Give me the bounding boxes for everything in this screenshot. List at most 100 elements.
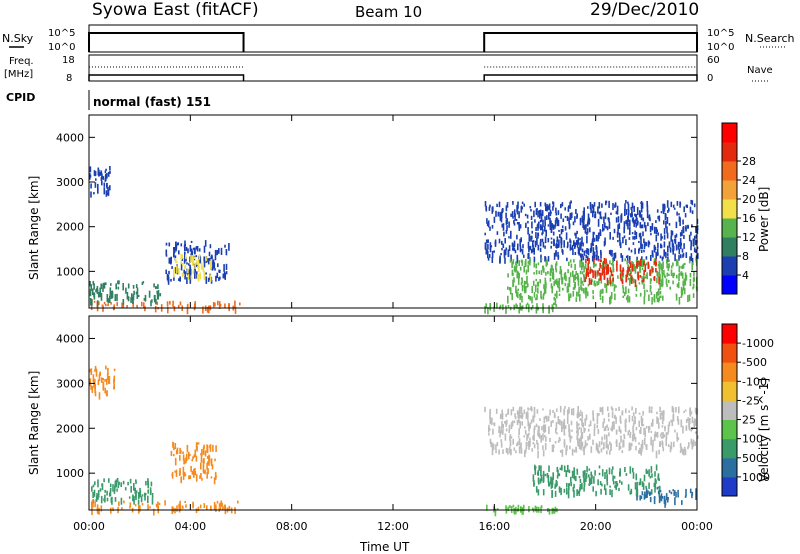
- echo-cell: [527, 241, 530, 249]
- echo-cell: [582, 256, 585, 261]
- echo-cell: [93, 192, 95, 195]
- echo-cell: [566, 215, 569, 221]
- echo-cell: [225, 271, 228, 275]
- echo-cell: [157, 284, 159, 289]
- echo-cell: [695, 410, 698, 415]
- echo-cell: [585, 292, 587, 299]
- echo-cell: [675, 294, 678, 301]
- colorbar-cell: [722, 438, 737, 459]
- echo-cell: [562, 218, 565, 222]
- echo-cell: [564, 226, 567, 231]
- echo-cell: [203, 245, 206, 253]
- echo-cell: [646, 205, 649, 212]
- echo-cell: [631, 232, 634, 235]
- echo-cell: [570, 476, 572, 483]
- colorbar-cell: [722, 180, 737, 200]
- echo-cell: [530, 209, 532, 212]
- echo-cell: [489, 204, 491, 208]
- echo-cell: [581, 215, 584, 223]
- echo-cell: [567, 206, 570, 212]
- echo-cell: [543, 284, 545, 289]
- echo-cell: [183, 269, 185, 274]
- echo-cell: [613, 228, 616, 234]
- echo-cell: [107, 299, 110, 304]
- echo-cell: [109, 170, 111, 174]
- echo-cell: [616, 483, 619, 487]
- echo-cell: [155, 503, 158, 508]
- echo-cell: [196, 246, 199, 252]
- echo-cell: [523, 409, 526, 414]
- echo-cell: [551, 286, 553, 294]
- echo-cell: [580, 441, 583, 449]
- echo-cell: [587, 436, 589, 441]
- echo-cell: [645, 488, 648, 496]
- echo-cell: [593, 237, 596, 242]
- echo-cell: [657, 264, 660, 267]
- echo-cell: [135, 480, 137, 484]
- echo-cell: [521, 285, 524, 292]
- echo-cell: [527, 283, 529, 287]
- echo-cell: [583, 477, 586, 485]
- echo-cell: [627, 294, 629, 303]
- echo-cell: [693, 247, 696, 253]
- echo-cell: [537, 211, 539, 218]
- colorbar-cell: [722, 324, 737, 344]
- echo-cell: [587, 256, 589, 262]
- echo-cell: [581, 412, 583, 416]
- echo-cell: [486, 504, 488, 511]
- echo-cell: [141, 282, 144, 285]
- echo-cell: [186, 453, 188, 462]
- echo-cell: [582, 262, 584, 268]
- echo-cell: [659, 434, 662, 437]
- echo-cell: [179, 447, 181, 455]
- echo-cell: [208, 257, 210, 261]
- echo-cell: [689, 206, 692, 213]
- echo-cell: [487, 239, 489, 243]
- echo-cell: [564, 215, 567, 218]
- date-title: 29/Dec/2010: [590, 0, 699, 20]
- echo-cell: [552, 206, 554, 211]
- echo-cell: [683, 288, 686, 295]
- echo-cell: [101, 483, 104, 491]
- echo-cell: [512, 259, 515, 265]
- echo-cell: [558, 487, 561, 493]
- echo-cell: [485, 248, 488, 255]
- echo-cell: [605, 488, 607, 496]
- echo-cell: [648, 425, 650, 433]
- echo-cell: [521, 277, 523, 284]
- echo-cell: [144, 493, 146, 501]
- echo-cell: [638, 420, 640, 427]
- echo-cell: [117, 286, 120, 290]
- nsky-trace: [88, 32, 698, 52]
- echo-cell: [497, 211, 500, 217]
- echo-cell: [517, 416, 520, 423]
- echo-cell: [599, 211, 602, 219]
- echo-cell: [113, 385, 115, 390]
- echo-cell: [679, 242, 682, 247]
- echo-cell: [97, 167, 100, 176]
- echo-cell: [634, 230, 636, 236]
- echo-cell: [657, 486, 659, 489]
- echo-cell: [652, 439, 654, 447]
- echo-cell: [649, 269, 652, 272]
- echo-cell: [582, 283, 584, 286]
- echo-cell: [129, 506, 131, 509]
- echo-cell: [101, 173, 103, 179]
- echo-cell: [643, 243, 646, 249]
- echo-cell: [581, 482, 583, 490]
- echo-cell: [694, 441, 696, 446]
- echo-cell: [576, 413, 579, 418]
- echo-cell: [98, 301, 100, 306]
- echo-cell: [657, 232, 659, 236]
- echo-cell: [661, 273, 664, 282]
- echo-cell: [642, 278, 645, 283]
- echo-cell: [206, 505, 208, 510]
- echo-cell: [143, 302, 145, 308]
- echo-cell: [203, 270, 205, 278]
- echo-cell: [656, 277, 658, 284]
- echo-cell: [94, 384, 96, 390]
- echo-cell: [118, 501, 120, 507]
- echo-cell: [215, 445, 217, 452]
- echo-cell: [502, 424, 504, 429]
